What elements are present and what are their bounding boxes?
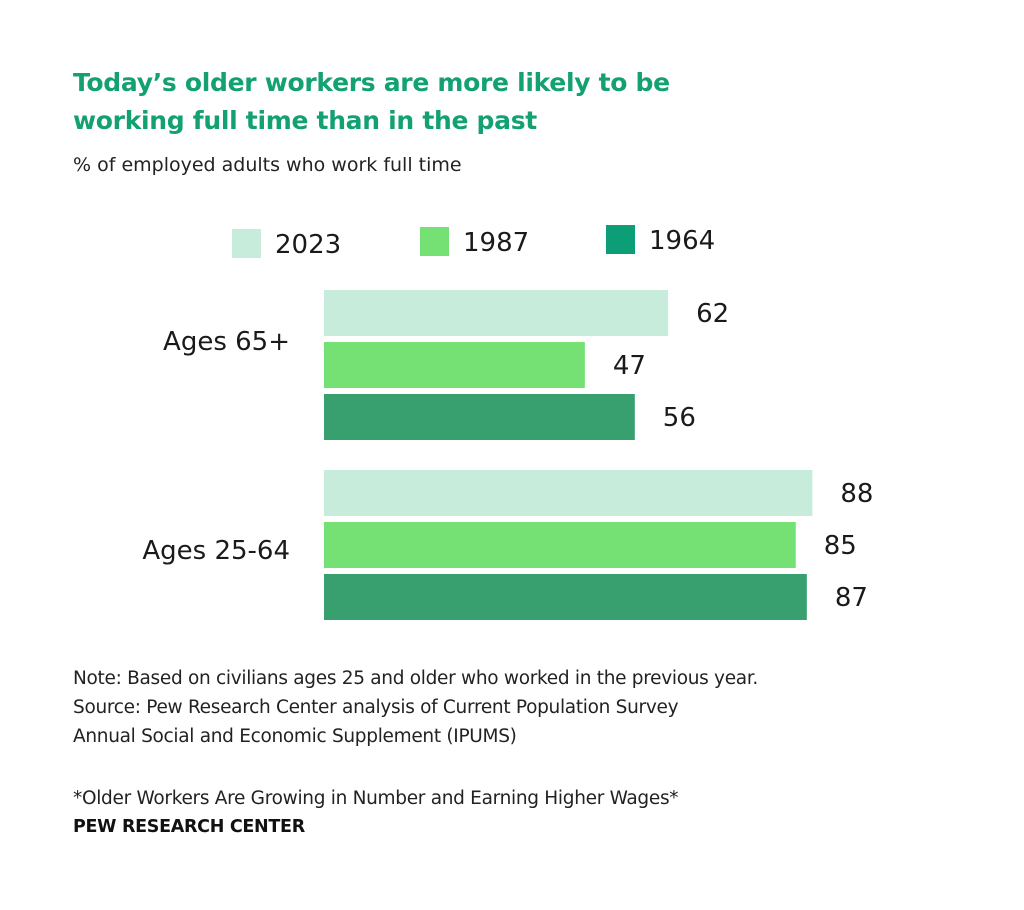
note-text: Note: Based on civilians ages 25 and old… (73, 668, 759, 689)
report-title: *Older Workers Are Growing in Number and… (73, 788, 679, 809)
data-label: 85 (824, 531, 857, 561)
bar-1987-ages-25-64 (324, 522, 796, 568)
legend-label-1964: 1964 (649, 226, 715, 256)
bars (324, 290, 813, 620)
legend-swatch-1987 (420, 227, 449, 256)
bar-1964-ages-65-plus (324, 394, 635, 440)
data-label: 62 (696, 299, 729, 329)
data-label: 88 (840, 479, 873, 509)
bar-chart: 2023 1987 1964 Ages 65+ Ages 25-64 62 47 56 88… (142, 225, 874, 620)
chart-subtitle: % of employed adults who work full time (73, 154, 462, 176)
legend-label-1987: 1987 (463, 228, 529, 258)
bar-2023-ages-25-64 (324, 470, 813, 516)
source-text-line-1: Source: Pew Research Center analysis of … (73, 697, 679, 718)
category-label: Ages 25-64 (142, 536, 290, 566)
legend-swatch-2023 (232, 229, 261, 258)
data-label: 56 (663, 403, 696, 433)
data-labels: 62 47 56 88 85 87 (613, 299, 874, 613)
category-label: Ages 65+ (163, 327, 290, 357)
legend-label-2023: 2023 (275, 230, 341, 260)
bar-1964-ages-25-64 (324, 574, 807, 620)
legend-swatch-1964 (606, 225, 635, 254)
source-text-line-2: Annual Social and Economic Supplement (I… (73, 726, 517, 747)
category-labels: Ages 65+ Ages 25-64 (142, 327, 290, 566)
brand-name: PEW RESEARCH CENTER (73, 817, 305, 837)
report-credit: *Older Workers Are Growing in Number and… (73, 784, 679, 842)
legend: 2023 1987 1964 (232, 225, 715, 260)
notes: Note: Based on civilians ages 25 and old… (73, 664, 758, 751)
data-label: 87 (835, 583, 868, 613)
data-label: 47 (613, 351, 646, 381)
bar-2023-ages-65-plus (324, 290, 669, 336)
chart-title: Today’s older workers are more likely to… (73, 68, 670, 135)
bar-1987-ages-65-plus (324, 342, 585, 388)
